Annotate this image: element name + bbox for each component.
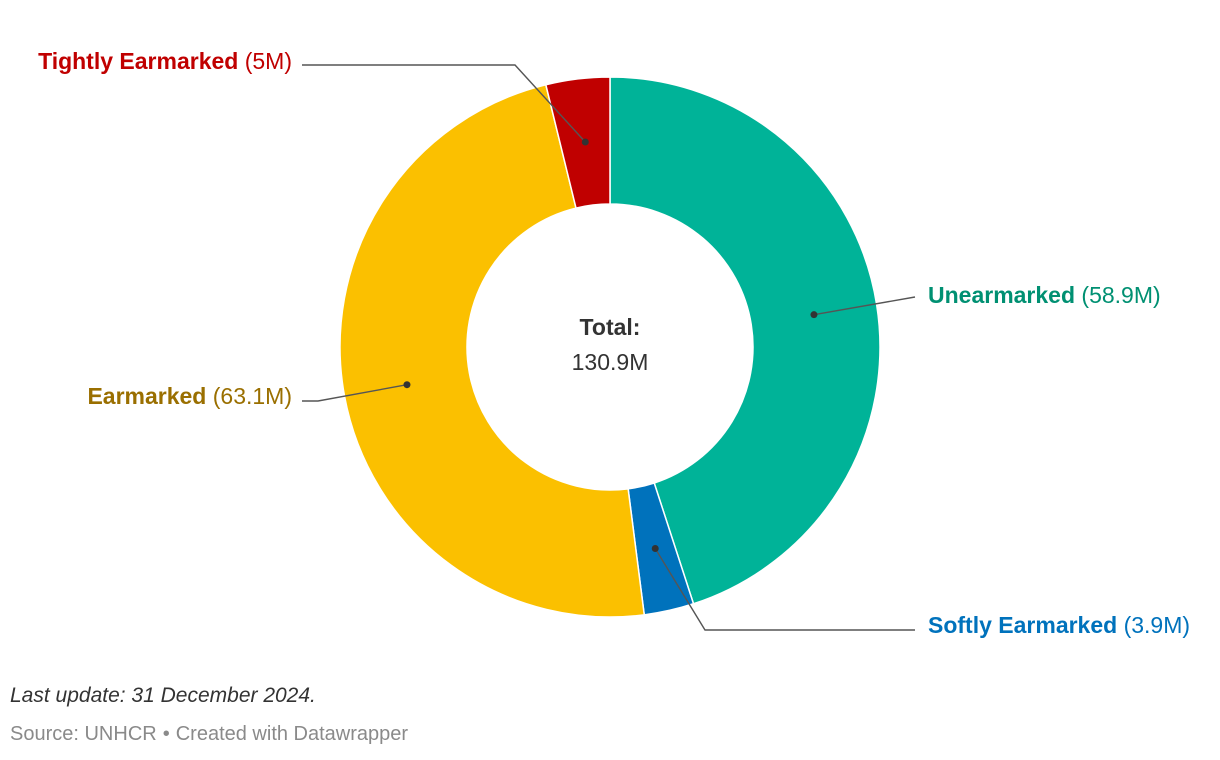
leader-dot-unearmarked [810, 311, 818, 319]
credit-text: Created with Datawrapper [175, 723, 409, 745]
donut-slices [339, 76, 881, 618]
slice-labels: Unearmarked (58.9M) Softly Earmarked (3.9… [38, 48, 1190, 638]
slice-unearmarked [609, 76, 881, 605]
leader-dot-softly-earmarked [651, 544, 659, 552]
label-value-earmarked: (63.1M) [206, 383, 292, 409]
leader-dot-earmarked [403, 381, 411, 389]
leader-line-softly-earmarked [654, 548, 915, 631]
label-name-unearmarked: Unearmarked [928, 282, 1075, 308]
source-line: Source: UNHCR • Created with Datawrapper [10, 723, 408, 746]
label-name-earmarked: Earmarked [87, 383, 206, 409]
label-name-softly-earmarked: Softly Earmarked [928, 612, 1117, 638]
label-value-tightly-earmarked: (5M) [238, 48, 292, 74]
label-softly-earmarked: Softly Earmarked (3.9M) [928, 612, 1190, 638]
label-name-tightly-earmarked: Tightly Earmarked [38, 48, 238, 74]
label-value-unearmarked: (58.9M) [1075, 282, 1161, 308]
leader-line-tightly-earmarked [302, 64, 586, 143]
slice-tightly-earmarked [544, 76, 611, 210]
center-total-value: 130.9M [572, 349, 649, 375]
label-tightly-earmarked: Tightly Earmarked (5M) [38, 48, 292, 74]
label-leader-lines [302, 64, 916, 631]
source-separator: • [162, 723, 170, 745]
label-unearmarked: Unearmarked (58.9M) [928, 282, 1161, 308]
slice-earmarked [339, 83, 646, 618]
last-update-note: Last update: 31 December 2024. [10, 684, 316, 707]
label-earmarked: Earmarked (63.1M) [87, 383, 292, 409]
label-value-softly-earmarked: (3.9M) [1117, 612, 1190, 638]
source-text: Source: UNHCR [10, 723, 157, 745]
leader-dot-tightly-earmarked [581, 138, 589, 146]
leader-line-earmarked [302, 384, 408, 402]
leader-line-unearmarked [813, 296, 916, 316]
donut-chart: Unearmarked (58.9M) Softly Earmarked (3.9… [38, 48, 1190, 638]
center-total-title: Total: [580, 314, 641, 340]
